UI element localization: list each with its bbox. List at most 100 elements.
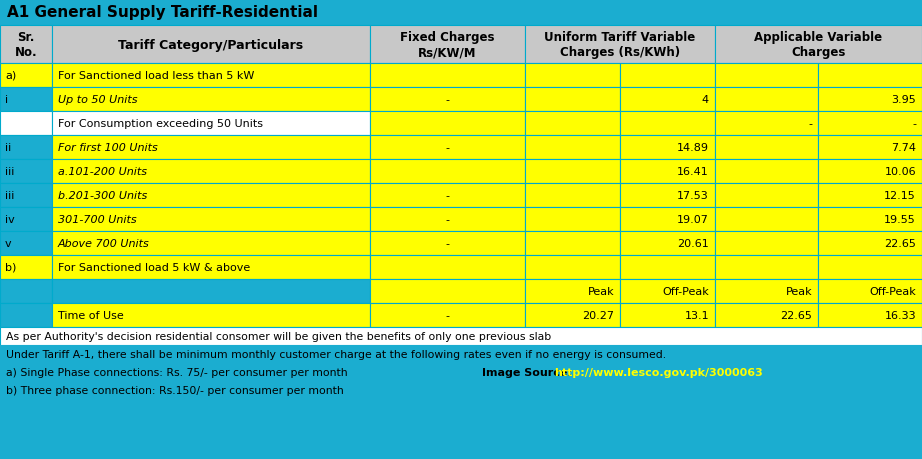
Text: 22.65: 22.65 xyxy=(780,310,812,320)
Bar xyxy=(715,160,818,184)
Bar xyxy=(52,26,370,64)
Bar xyxy=(818,303,922,327)
Bar xyxy=(52,64,370,88)
Bar xyxy=(0,64,52,88)
Text: -: - xyxy=(445,190,450,201)
Bar xyxy=(715,136,818,160)
Bar xyxy=(0,207,52,231)
Text: -: - xyxy=(445,214,450,224)
Text: -: - xyxy=(912,119,916,129)
Bar xyxy=(818,136,922,160)
Text: -: - xyxy=(445,310,450,320)
Text: -: - xyxy=(445,239,450,248)
Bar xyxy=(525,280,620,303)
Bar xyxy=(525,184,620,207)
Bar xyxy=(0,160,52,184)
Bar xyxy=(818,231,922,256)
Bar xyxy=(525,26,715,64)
Text: iii: iii xyxy=(5,190,15,201)
Bar xyxy=(52,207,370,231)
Bar xyxy=(525,160,620,184)
Text: Off-Peak: Off-Peak xyxy=(869,286,916,297)
Text: b.201-300 Units: b.201-300 Units xyxy=(58,190,148,201)
Bar xyxy=(620,112,715,136)
Bar xyxy=(52,136,370,160)
Bar xyxy=(0,136,52,160)
Bar xyxy=(370,64,525,88)
Bar xyxy=(370,207,525,231)
Bar xyxy=(370,88,525,112)
Bar xyxy=(0,303,52,327)
Bar xyxy=(0,184,52,207)
Bar xyxy=(818,280,922,303)
Text: Up to 50 Units: Up to 50 Units xyxy=(58,95,137,105)
Text: iii: iii xyxy=(5,167,15,177)
Bar xyxy=(818,88,922,112)
Bar xyxy=(52,184,370,207)
Text: -: - xyxy=(808,119,812,129)
Bar xyxy=(525,88,620,112)
Text: http://www.lesco.gov.pk/3000063: http://www.lesco.gov.pk/3000063 xyxy=(554,367,762,377)
Text: a): a) xyxy=(5,71,17,81)
Bar xyxy=(818,64,922,88)
Bar xyxy=(52,256,370,280)
Text: Peak: Peak xyxy=(786,286,812,297)
Bar xyxy=(525,231,620,256)
Text: b): b) xyxy=(5,263,17,272)
Bar xyxy=(715,280,818,303)
Text: Time of Use: Time of Use xyxy=(58,310,124,320)
Text: 19.07: 19.07 xyxy=(677,214,709,224)
Text: 16.41: 16.41 xyxy=(678,167,709,177)
Text: 7.74: 7.74 xyxy=(891,143,916,153)
Text: Peak: Peak xyxy=(587,286,614,297)
Text: 10.06: 10.06 xyxy=(884,167,916,177)
Bar xyxy=(525,207,620,231)
Bar xyxy=(620,303,715,327)
Bar xyxy=(370,184,525,207)
Bar xyxy=(0,327,922,345)
Text: For Sanctioned load 5 kW & above: For Sanctioned load 5 kW & above xyxy=(58,263,250,272)
Text: -: - xyxy=(445,143,450,153)
Text: Image Source:: Image Source: xyxy=(482,367,575,377)
Text: Fixed Charges
Rs/KW/M: Fixed Charges Rs/KW/M xyxy=(400,31,495,59)
Bar xyxy=(370,112,525,136)
Text: 17.53: 17.53 xyxy=(678,190,709,201)
Bar xyxy=(818,256,922,280)
Bar xyxy=(0,381,922,399)
Text: Sr.
No.: Sr. No. xyxy=(15,31,37,59)
Text: 3.95: 3.95 xyxy=(892,95,916,105)
Bar xyxy=(620,64,715,88)
Text: a) Single Phase connections: Rs. 75/- per consumer per month: a) Single Phase connections: Rs. 75/- pe… xyxy=(6,367,348,377)
Text: 13.1: 13.1 xyxy=(684,310,709,320)
Bar xyxy=(52,160,370,184)
Bar xyxy=(715,88,818,112)
Bar xyxy=(370,160,525,184)
Bar xyxy=(525,136,620,160)
Bar xyxy=(370,231,525,256)
Text: Off-Peak: Off-Peak xyxy=(662,286,709,297)
Bar xyxy=(620,256,715,280)
Bar xyxy=(525,64,620,88)
Text: iv: iv xyxy=(5,214,15,224)
Bar xyxy=(52,231,370,256)
Text: 20.61: 20.61 xyxy=(678,239,709,248)
Bar xyxy=(0,256,52,280)
Bar xyxy=(370,303,525,327)
Text: Above 700 Units: Above 700 Units xyxy=(58,239,149,248)
Text: -: - xyxy=(445,95,450,105)
Bar xyxy=(0,345,922,363)
Bar xyxy=(52,303,370,327)
Text: Applicable Variable
Charges: Applicable Variable Charges xyxy=(754,31,882,59)
Bar xyxy=(0,231,52,256)
Bar xyxy=(0,26,52,64)
Bar xyxy=(620,280,715,303)
Bar xyxy=(818,160,922,184)
Bar xyxy=(715,184,818,207)
Bar xyxy=(715,207,818,231)
Text: Under Tariff A-1, there shall be minimum monthly customer charge at the followin: Under Tariff A-1, there shall be minimum… xyxy=(6,349,666,359)
Text: ii: ii xyxy=(5,143,11,153)
Bar xyxy=(620,184,715,207)
Text: 22.65: 22.65 xyxy=(884,239,916,248)
Bar xyxy=(52,88,370,112)
Text: 12.15: 12.15 xyxy=(884,190,916,201)
